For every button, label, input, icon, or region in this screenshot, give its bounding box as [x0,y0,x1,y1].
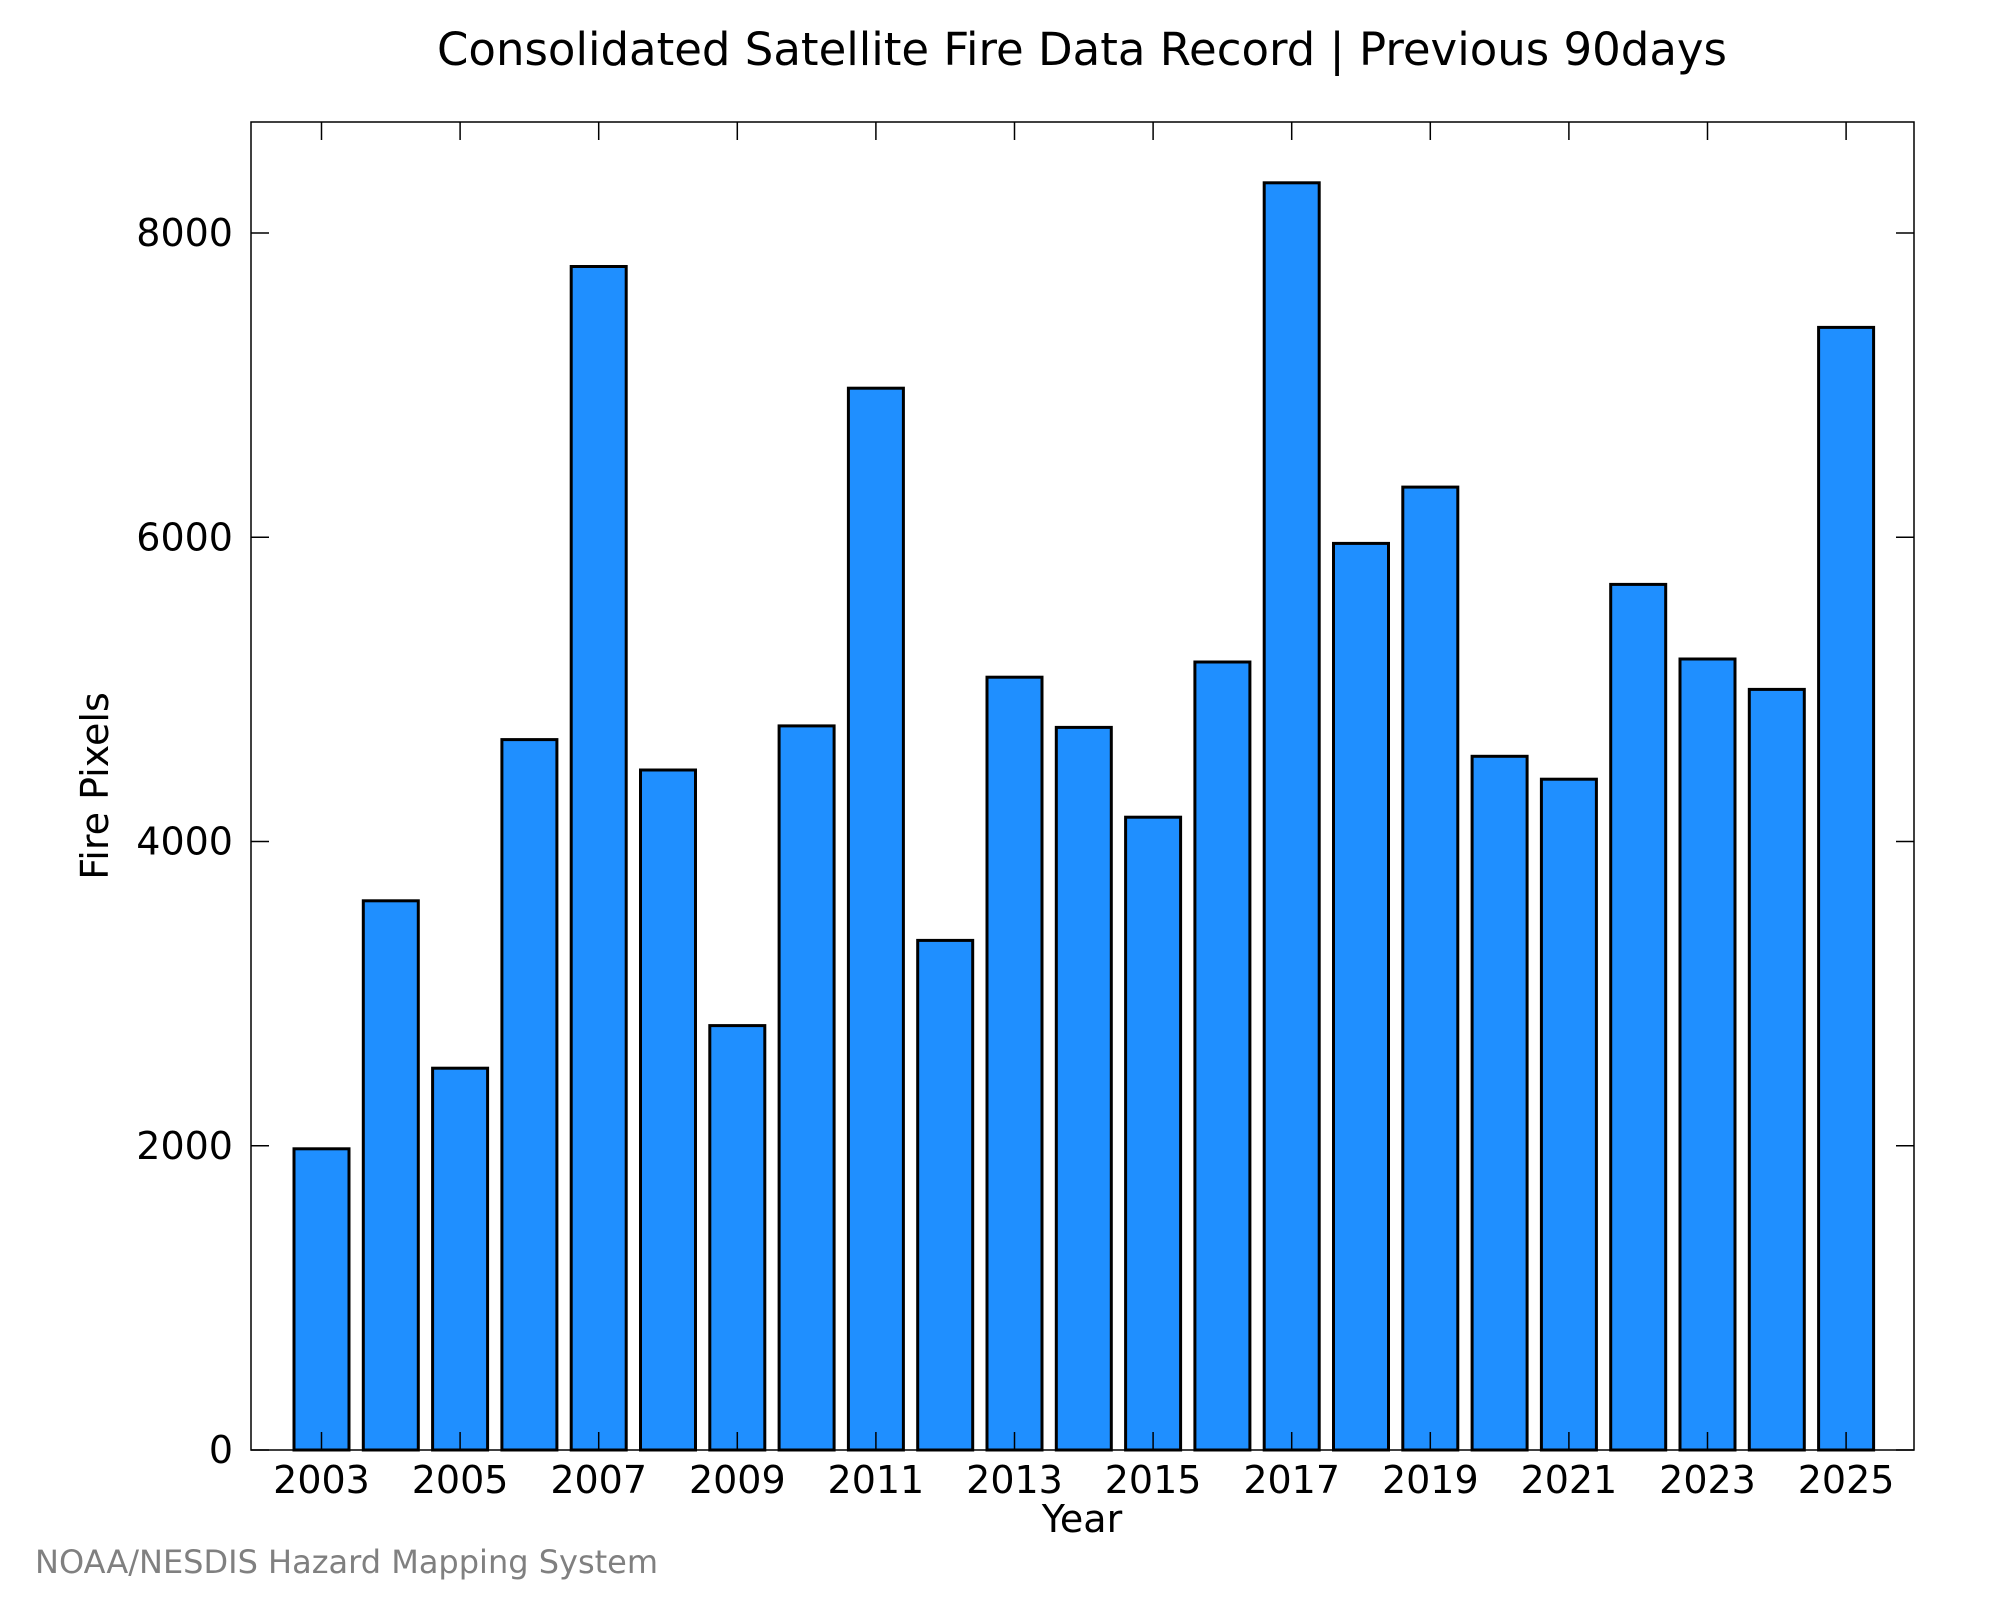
y-axis-ticks: 0 2000 4000 6000 8000 [136,211,1914,1472]
bars-group [292,181,1876,1452]
x-tick-label-2019: 2019 [1382,1458,1479,1502]
x-tick-label-2013: 2013 [966,1458,1063,1502]
bar-2008 [639,768,697,1452]
y-tick-label-4000: 4000 [136,820,233,864]
bar-2013 [985,675,1044,1452]
y-tick-label-8000: 8000 [136,211,233,255]
bar-2009 [708,1024,767,1452]
x-tick-label-2023: 2023 [1659,1458,1756,1502]
x-tick-label-2025: 2025 [1798,1458,1895,1502]
x-axis-ticks: 2003 2005 2007 2009 2011 2013 2015 2017 2019 2021… [273,122,1894,1502]
bar-2006 [500,738,559,1452]
x-tick-label-2009: 2009 [689,1458,786,1502]
y-tick-label-6000: 6000 [136,515,233,559]
x-tick-label-2005: 2005 [412,1458,509,1502]
bar-2023 [1678,657,1737,1452]
bar-2018 [1332,541,1390,1452]
bar-2025 [1817,325,1876,1452]
x-tick-label-2015: 2015 [1105,1458,1202,1502]
bar-2024 [1747,687,1806,1452]
bar-2004 [361,899,420,1452]
bar-2007 [569,265,628,1452]
bar-2021 [1539,777,1598,1452]
bar-2015 [1124,815,1183,1452]
bar-2014 [1054,725,1113,1452]
bar-2005 [431,1066,490,1452]
x-tick-label-2007: 2007 [550,1458,647,1502]
bar-2019 [1401,485,1460,1452]
credit-text: NOAA/NESDIS Hazard Mapping System [35,1543,658,1581]
chart-title: Consolidated Satellite Fire Data Record … [437,23,1727,76]
plot-frame [250,121,1915,1451]
y-tick-label-0: 0 [209,1428,233,1472]
bar-2003 [292,1147,351,1452]
x-tick-label-2021: 2021 [1521,1458,1618,1502]
bar-2016 [1193,660,1252,1452]
bar-2010 [777,724,836,1452]
bar-2011 [846,386,905,1452]
bar-2020 [1470,754,1529,1452]
x-tick-label-2011: 2011 [828,1458,925,1502]
x-axis-label: Year [1041,1497,1123,1541]
bar-2017 [1262,181,1321,1452]
bar-2012 [916,938,975,1452]
y-axis-label: Fire Pixels [73,692,117,880]
x-tick-label-2017: 2017 [1243,1458,1340,1502]
y-tick-label-2000: 2000 [136,1124,233,1168]
bar-2022 [1609,582,1668,1452]
x-tick-label-2003: 2003 [273,1458,370,1502]
